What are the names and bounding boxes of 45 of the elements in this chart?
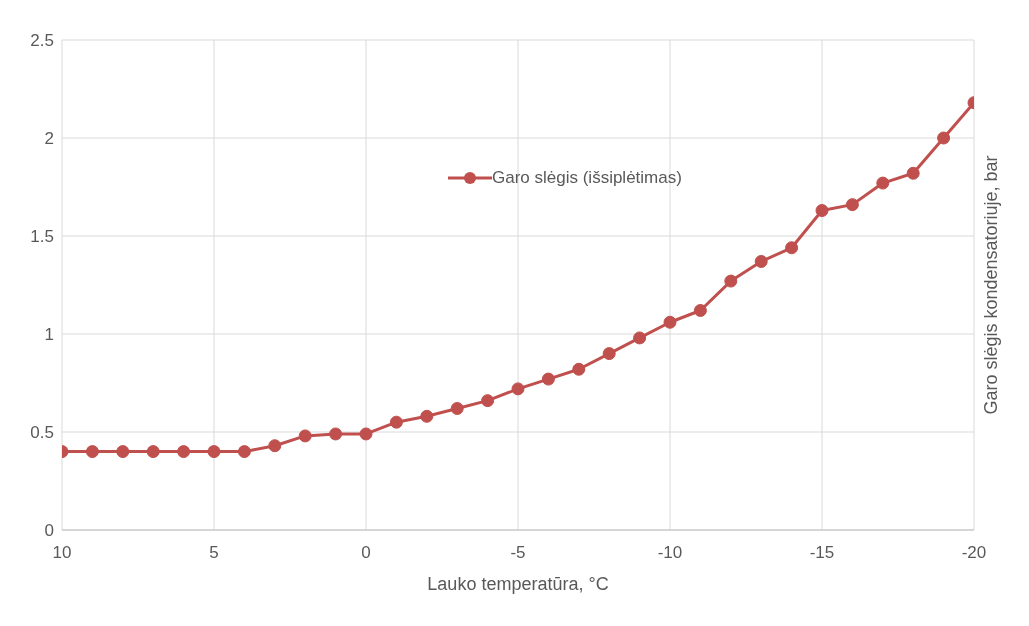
point bbox=[815, 204, 829, 218]
point bbox=[724, 274, 738, 288]
point bbox=[906, 166, 920, 180]
point bbox=[177, 445, 191, 459]
x-tick-label: 10 bbox=[52, 543, 72, 563]
y-tick-label: 0.5 bbox=[30, 423, 54, 443]
point bbox=[633, 331, 647, 345]
x-tick-label: -20 bbox=[961, 543, 987, 563]
y-tick-label: 1 bbox=[44, 325, 54, 345]
point bbox=[754, 254, 768, 268]
point bbox=[785, 241, 799, 255]
point bbox=[876, 176, 890, 190]
point bbox=[146, 445, 160, 459]
x-tick-label: -15 bbox=[809, 543, 835, 563]
point bbox=[663, 315, 677, 329]
y-tick-label: 1.5 bbox=[30, 227, 54, 247]
point bbox=[298, 429, 312, 443]
point bbox=[207, 445, 221, 459]
x-tick-label: 5 bbox=[209, 543, 219, 563]
x-tick-label: 0 bbox=[361, 543, 371, 563]
point bbox=[481, 394, 495, 408]
point bbox=[359, 427, 373, 441]
x-tick-label: -5 bbox=[510, 543, 526, 563]
point bbox=[541, 372, 555, 386]
point bbox=[116, 445, 130, 459]
point bbox=[237, 445, 251, 459]
point bbox=[85, 445, 99, 459]
x-tick-label: -10 bbox=[657, 543, 683, 563]
legend-label: Garo slėgis (išsiplėtimas) bbox=[492, 168, 682, 188]
y-tick-label: 0 bbox=[44, 521, 54, 541]
point bbox=[602, 347, 616, 361]
y-tick-label: 2.5 bbox=[30, 31, 54, 51]
y-tick-label: 2 bbox=[44, 129, 54, 149]
point bbox=[693, 303, 707, 317]
point bbox=[329, 427, 343, 441]
point bbox=[845, 198, 859, 212]
point bbox=[389, 415, 403, 429]
point bbox=[572, 362, 586, 376]
x-axis-title: Lauko temperatūra, °C bbox=[427, 574, 609, 594]
point bbox=[268, 439, 282, 453]
y-axis-title: Garo slėgis kondensatoriuje, bar bbox=[981, 155, 1002, 415]
point bbox=[420, 409, 434, 423]
point bbox=[450, 401, 464, 415]
point bbox=[511, 382, 525, 396]
point bbox=[937, 131, 951, 145]
